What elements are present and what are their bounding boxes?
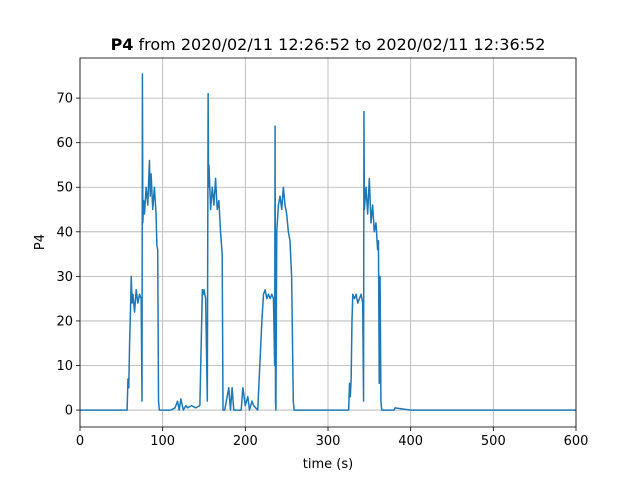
x-tick-label: 400 [398,434,423,449]
y-axis-label: P4 [33,234,48,250]
x-tick-label: 0 [76,434,84,449]
title-rest: from 2020/02/11 12:26:52 to 2020/02/11 1… [139,35,546,54]
y-tick-label: 50 [56,181,73,196]
x-tick-label: 300 [316,434,341,449]
y-tick-label: 70 [56,92,73,107]
x-axis-label: time (s) [303,457,353,472]
plot-frame [79,57,577,428]
y-tick-label: 40 [56,225,73,240]
x-tick-label: 600 [564,434,589,449]
x-tick-label: 200 [233,434,258,449]
chart-title: P4 from 2020/02/11 12:26:52 to 2020/02/1… [111,35,546,54]
y-tick-label: 10 [56,359,73,374]
x-tick-label: 500 [481,434,506,449]
title-bold: P4 [111,35,134,54]
y-tick-label: 30 [56,270,73,285]
y-tick-label: 0 [65,404,73,419]
y-tick-label: 20 [56,314,73,329]
x-tick-label: 100 [150,434,175,449]
data-line [80,73,576,411]
y-tick-label: 60 [56,136,73,151]
